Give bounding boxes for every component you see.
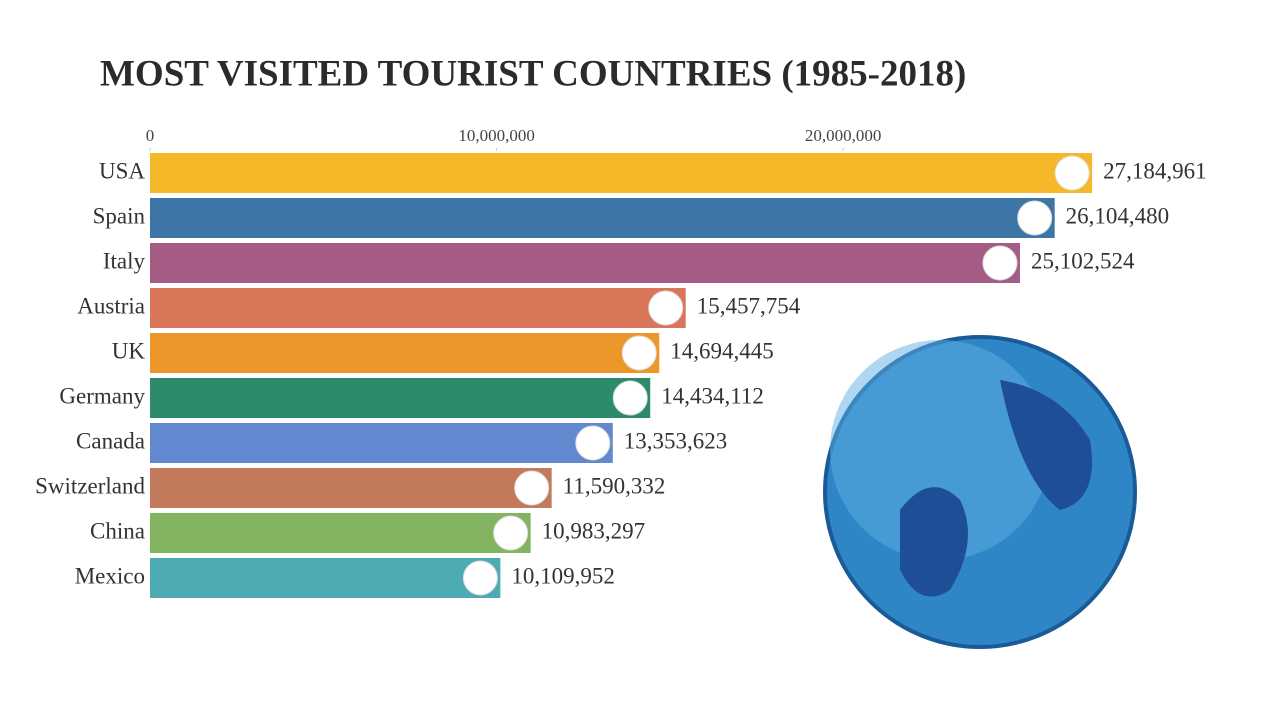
bar — [150, 378, 651, 418]
plot: 0 10,000,000 20,000,000 USA 27,184,961 Spain 2… — [35, 126, 1207, 598]
category-label: Austria — [77, 293, 145, 318]
category-label: Switzerland — [35, 473, 145, 498]
category-label: Spain — [93, 203, 146, 228]
flag — [1017, 200, 1053, 236]
flag — [575, 425, 611, 461]
category-label: China — [90, 518, 145, 543]
flag — [621, 335, 657, 371]
category-label: Italy — [103, 248, 146, 273]
bar — [150, 243, 1020, 283]
flag — [462, 560, 498, 596]
value-label: 13,353,623 — [624, 428, 728, 453]
value-label: 25,102,524 — [1031, 248, 1135, 273]
flag — [612, 380, 648, 416]
value-label: 11,590,332 — [563, 473, 666, 498]
flag — [493, 515, 529, 551]
x-tick-label: 20,000,000 — [805, 126, 882, 145]
x-tick-label: 0 — [146, 126, 155, 145]
value-label: 10,109,952 — [511, 563, 615, 588]
value-label: 27,184,961 — [1103, 158, 1207, 183]
bar — [150, 153, 1093, 193]
continent — [900, 487, 968, 597]
category-label: Canada — [76, 428, 145, 453]
bar — [150, 333, 660, 373]
value-label: 10,983,297 — [542, 518, 646, 543]
category-label: USA — [99, 158, 145, 183]
globe-decoration — [823, 335, 1137, 649]
flag — [514, 470, 550, 506]
category-label: Germany — [59, 383, 145, 408]
value-label: 15,457,754 — [697, 293, 801, 318]
value-label: 26,104,480 — [1066, 203, 1170, 228]
value-label: 14,434,112 — [661, 383, 764, 408]
bar — [150, 513, 531, 553]
bar — [150, 423, 613, 463]
bar — [150, 198, 1055, 238]
flag — [648, 290, 684, 326]
bar — [150, 558, 501, 598]
continent — [1000, 380, 1092, 510]
flag — [982, 245, 1018, 281]
x-tick-label: 10,000,000 — [458, 126, 535, 145]
chart-title: MOST VISITED TOURIST COUNTRIES (1985-201… — [100, 53, 966, 94]
category-label: Mexico — [75, 563, 145, 588]
flag — [1054, 155, 1090, 191]
category-label: UK — [112, 338, 146, 363]
value-label: 14,694,445 — [670, 338, 774, 363]
bar — [150, 288, 686, 328]
globe-highlight — [830, 340, 1050, 560]
bar — [150, 468, 552, 508]
